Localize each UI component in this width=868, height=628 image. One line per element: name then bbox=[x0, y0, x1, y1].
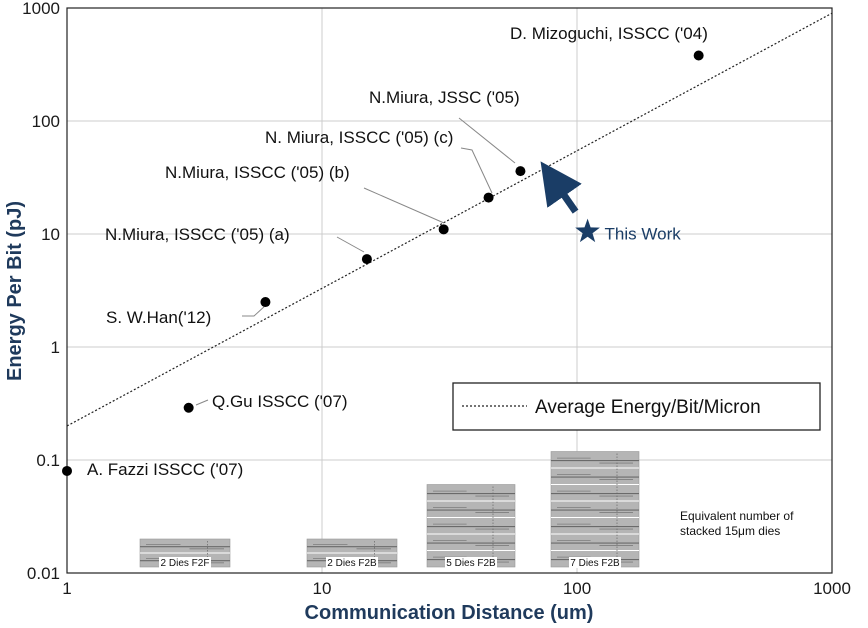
annotation-label: N.Miura, JSSC ('05) bbox=[369, 88, 520, 107]
annotation-leader bbox=[363, 187, 445, 224]
data-points bbox=[62, 50, 704, 476]
annotation-label: A. Fazzi ISSCC ('07) bbox=[87, 460, 243, 479]
data-point bbox=[483, 192, 494, 203]
x-tick-label: 1 bbox=[62, 579, 71, 598]
annotation-label: N.Miura, ISSCC ('05) (b) bbox=[165, 163, 350, 182]
annotation-leader bbox=[458, 117, 516, 164]
die-stack-label: 2 Dies F2F bbox=[161, 558, 210, 569]
annotation-leader bbox=[242, 304, 267, 317]
y-tick-label: 10 bbox=[41, 225, 60, 244]
trend-line bbox=[67, 12, 832, 427]
gridlines bbox=[67, 8, 832, 573]
data-point bbox=[438, 224, 449, 235]
die-label-bg bbox=[569, 557, 621, 568]
note-line-1: Equivalent number of bbox=[680, 509, 794, 523]
annotation-leader bbox=[195, 399, 209, 406]
die-stacks: 2 Dies F2F 2 Dies F2B 5 Dies F2B 7 Dies F2B bbox=[139, 451, 640, 569]
die-label-bg bbox=[445, 557, 497, 568]
die-stack bbox=[550, 451, 640, 568]
improvement-arrow bbox=[540, 161, 582, 214]
y-axis-title: Energy Per Bit (pJ) bbox=[4, 201, 26, 381]
note-line-2: stacked 15μm dies bbox=[680, 524, 780, 538]
die-label-bg bbox=[326, 557, 378, 568]
data-point bbox=[62, 465, 72, 476]
annotation-label: N. Miura, ISSCC ('05) (c) bbox=[265, 128, 453, 147]
y-tick-label: 100 bbox=[32, 112, 60, 131]
plot-area-frame bbox=[66, 7, 833, 574]
this-work-group: This Work bbox=[540, 161, 682, 244]
data-point bbox=[183, 402, 194, 413]
x-tick-label: 100 bbox=[563, 579, 591, 598]
data-point bbox=[260, 297, 271, 308]
die-stack-label: 5 Dies F2B bbox=[446, 558, 496, 569]
legend: Average Energy/Bit/Micron bbox=[452, 382, 821, 431]
annotation-label: Q.Gu ISSCC ('07) bbox=[212, 392, 348, 411]
annotations: A. Fazzi ISSCC ('07) Q.Gu ISSCC ('07) S. W… bbox=[87, 24, 708, 479]
y-tick-label: 1000 bbox=[22, 0, 60, 18]
data-point bbox=[693, 50, 704, 61]
y-tick-label: 0.01 bbox=[27, 564, 60, 583]
x-tick-label: 1000 bbox=[813, 579, 851, 598]
die-label-bg bbox=[159, 557, 211, 568]
annotation-leader bbox=[460, 147, 493, 194]
legend-entry: Average Energy/Bit/Micron bbox=[535, 397, 761, 418]
data-point bbox=[361, 254, 372, 265]
this-work-star bbox=[575, 218, 600, 243]
die-stack bbox=[426, 484, 516, 568]
data-point bbox=[515, 166, 526, 177]
tick-labels: 1 10 100 1000 0.01 0.1 1 10 100 1000 bbox=[22, 0, 851, 598]
x-axis-title: Communication Distance (um) bbox=[305, 602, 594, 624]
die-note: Equivalent number of stacked 15μm dies bbox=[680, 509, 794, 538]
x-tick-label: 10 bbox=[313, 579, 332, 598]
annotation-label: S. W.Han('12) bbox=[106, 308, 211, 327]
die-stack-label: 7 Dies F2B bbox=[570, 558, 620, 569]
die-stack-label: 2 Dies F2B bbox=[327, 558, 377, 569]
annotation-leader bbox=[336, 236, 365, 253]
this-work-label: This Work bbox=[605, 225, 682, 244]
y-tick-label: 0.1 bbox=[36, 451, 60, 470]
y-tick-label: 1 bbox=[51, 338, 60, 357]
trend-line-group bbox=[67, 12, 832, 427]
annotation-label: N.Miura, ISSCC ('05) (a) bbox=[105, 225, 290, 244]
annotation-label: D. Mizoguchi, ISSCC ('04) bbox=[510, 24, 708, 43]
